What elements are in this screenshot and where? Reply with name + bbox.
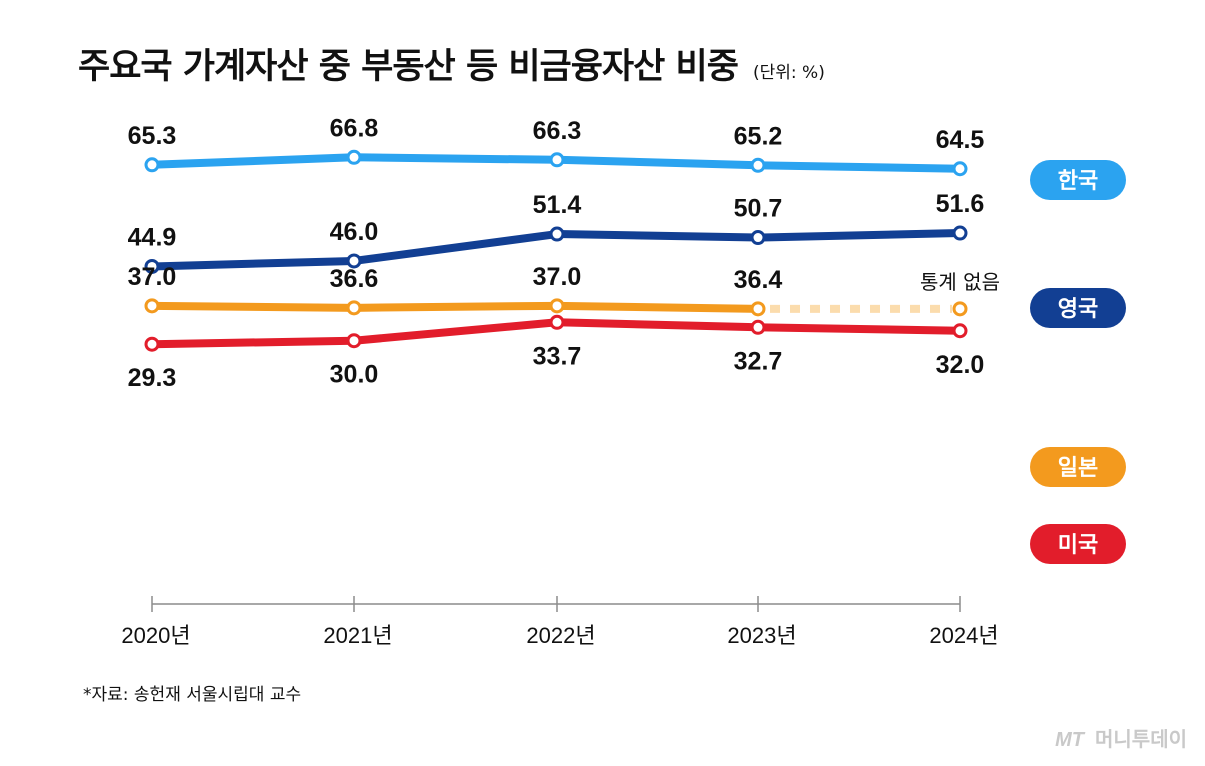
data-label-japan: 37.0 — [533, 263, 582, 291]
chart-title-block: 주요국 가계자산 중 부동산 등 비금융자산 비중 (단위: %) — [78, 38, 825, 89]
legend-label-japan: 일본 — [1058, 456, 1098, 481]
data-label-uk: 46.0 — [330, 218, 379, 246]
data-label-usa: 32.7 — [734, 347, 783, 375]
data-label-japan: 36.4 — [734, 266, 783, 294]
publisher-logo: MT 머니투데이 — [1055, 723, 1187, 752]
data-point-usa — [346, 333, 362, 349]
series-line-japan — [148, 301, 762, 313]
data-point-uk — [144, 258, 160, 274]
x-tick-label: 2022년 — [526, 623, 595, 648]
data-label-korea: 65.2 — [734, 122, 783, 150]
missing-data-marker — [952, 301, 968, 317]
data-point-korea — [952, 161, 968, 177]
data-point-usa — [144, 336, 160, 352]
legend-label-uk: 영국 — [1058, 297, 1098, 322]
chart-title: 주요국 가계자산 중 부동산 등 비금융자산 비중 — [78, 47, 739, 87]
data-label-japan: 37.0 — [128, 263, 177, 291]
no-data-note: 통계 없음 — [920, 270, 1000, 294]
data-label-usa: 29.3 — [128, 364, 177, 392]
data-label-korea: 64.5 — [936, 126, 985, 154]
data-point-korea — [346, 149, 362, 165]
data-point-japan — [750, 301, 766, 317]
legend-badge-korea — [1030, 160, 1126, 200]
data-label-korea: 66.8 — [330, 114, 379, 142]
x-tick-label: 2020년 — [121, 623, 190, 648]
x-tick-label: 2021년 — [323, 623, 392, 648]
legend-badge-usa — [1030, 524, 1126, 564]
unit-label: (단위: %) — [753, 63, 825, 83]
data-label-uk: 50.7 — [734, 195, 783, 223]
legend-badge-uk — [1030, 288, 1126, 328]
data-point-korea — [549, 152, 565, 168]
data-label-korea: 65.3 — [128, 122, 177, 150]
logo-name: 머니투데이 — [1095, 727, 1187, 751]
data-point-korea — [750, 157, 766, 173]
data-label-korea: 66.3 — [533, 117, 582, 145]
data-label-usa: 33.7 — [533, 342, 582, 370]
data-point-usa — [549, 314, 565, 330]
x-tick-label: 2023년 — [727, 623, 796, 648]
data-point-usa — [952, 323, 968, 339]
data-point-japan — [346, 300, 362, 316]
data-label-uk: 44.9 — [128, 223, 177, 251]
source-note: *자료: 송헌재 서울시립대 교수 — [83, 685, 302, 705]
data-label-japan: 36.6 — [330, 265, 379, 293]
legend-label-korea: 한국 — [1058, 169, 1098, 194]
data-label-uk: 51.4 — [533, 191, 582, 219]
data-point-usa — [750, 319, 766, 335]
data-point-uk — [549, 226, 565, 242]
data-point-uk — [952, 225, 968, 241]
data-point-korea — [144, 157, 160, 173]
legend-badge-japan — [1030, 447, 1126, 487]
data-label-usa: 30.0 — [330, 361, 379, 389]
data-label-uk: 51.6 — [936, 190, 985, 218]
data-point-japan — [549, 298, 565, 314]
legend-label-usa: 미국 — [1058, 533, 1098, 558]
data-label-usa: 32.0 — [936, 351, 985, 379]
data-point-uk — [346, 253, 362, 269]
data-point-uk — [750, 230, 766, 246]
logo-mark: MT — [1055, 729, 1085, 751]
x-tick-label: 2024년 — [929, 623, 998, 648]
data-point-japan — [144, 298, 160, 314]
